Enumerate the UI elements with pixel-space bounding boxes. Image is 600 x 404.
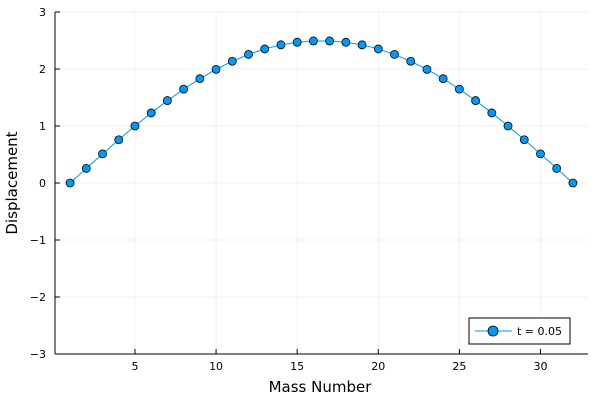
y-tick-label: 3 xyxy=(39,6,46,19)
y-tick-label: −3 xyxy=(30,348,46,361)
tick-labels: 5 10 15 20 25 30 −3 −2 −1 0 1 2 3 xyxy=(30,6,548,373)
data-point xyxy=(179,84,189,94)
x-tick-label: 10 xyxy=(209,360,223,373)
data-point xyxy=(130,121,140,131)
x-tick-label: 15 xyxy=(290,360,304,373)
x-tick-label: 25 xyxy=(452,360,466,373)
series-line xyxy=(69,40,574,184)
data-point xyxy=(341,37,351,47)
data-point xyxy=(454,84,464,94)
data-point xyxy=(357,40,367,50)
data-point xyxy=(519,135,529,145)
data-point xyxy=(260,44,270,54)
axes xyxy=(54,11,588,355)
data-point xyxy=(552,163,562,173)
data-point xyxy=(292,37,302,47)
data-point xyxy=(146,108,156,118)
x-tick-label: 30 xyxy=(533,360,547,373)
data-point xyxy=(227,56,237,66)
x-tick-label: 5 xyxy=(131,360,138,373)
data-point xyxy=(276,40,286,50)
legend-marker xyxy=(487,325,499,337)
data-point xyxy=(503,121,513,131)
series xyxy=(65,36,578,188)
legend-label: t = 0.05 xyxy=(517,325,562,338)
data-point xyxy=(195,74,205,84)
legend: t = 0.05 xyxy=(468,317,571,345)
x-tick-label: 20 xyxy=(371,360,385,373)
data-point xyxy=(390,50,399,59)
data-point xyxy=(98,149,107,159)
data-point xyxy=(114,135,124,145)
data-point xyxy=(438,74,448,84)
y-tick-label: −2 xyxy=(30,291,46,304)
data-point xyxy=(163,96,172,105)
data-point xyxy=(406,56,416,66)
x-axis-label: Mass Number xyxy=(269,378,373,396)
y-tick-label: 2 xyxy=(39,63,46,76)
data-point xyxy=(211,64,221,74)
y-axis-label: Displacement xyxy=(3,131,21,234)
y-tick-label: 1 xyxy=(39,120,46,133)
data-point xyxy=(471,96,480,105)
data-point xyxy=(536,149,545,159)
y-tick-label: 0 xyxy=(39,177,46,190)
data-point xyxy=(325,36,335,46)
data-point xyxy=(568,178,578,188)
data-point xyxy=(373,44,383,54)
data-point xyxy=(65,178,75,188)
data-point xyxy=(81,163,91,173)
data-point xyxy=(487,108,497,118)
data-point xyxy=(244,50,253,59)
data-point xyxy=(422,64,432,74)
y-tick-label: −1 xyxy=(30,234,46,247)
grid xyxy=(55,11,588,355)
data-point xyxy=(308,36,318,46)
